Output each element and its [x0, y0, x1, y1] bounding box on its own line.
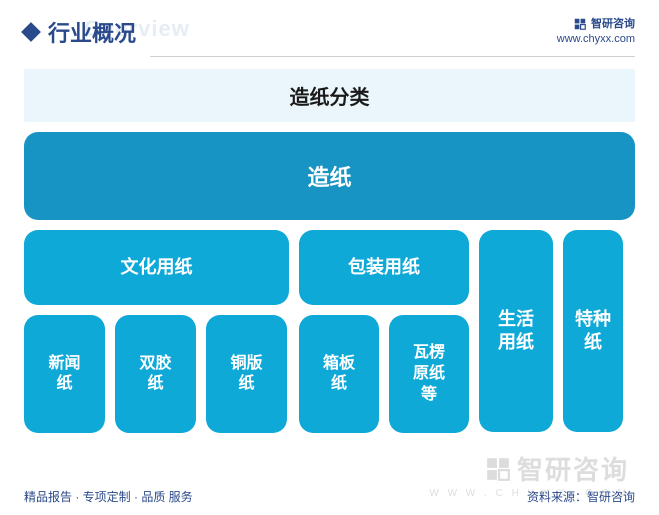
group-0-label: 文化用纸: [24, 230, 289, 305]
footer-left: 精品报告 · 专项定制 · 品质 服务: [24, 488, 193, 505]
diagram: 造纸分类 造纸 文化用纸 新闻 纸 双胶 纸 铜版 纸 包装用纸 箱板 纸 瓦楞…: [0, 57, 659, 433]
header: 行业概况 Overview 智研咨询 www.chyxx.com: [0, 0, 659, 56]
page-title-cn: 行业概况: [48, 16, 136, 48]
group-1: 包装用纸 箱板 纸 瓦楞 原纸 等: [299, 230, 469, 433]
tall-1: 特种 纸: [563, 230, 623, 432]
leaf-0-1: 双胶 纸: [115, 315, 196, 433]
brand-name: 智研咨询: [557, 17, 635, 32]
group-0: 文化用纸 新闻 纸 双胶 纸 铜版 纸: [24, 230, 289, 433]
leaf-0-2: 铜版 纸: [206, 315, 287, 433]
leaf-0-0: 新闻 纸: [24, 315, 105, 433]
category-title: 造纸分类: [24, 69, 635, 122]
watermark-icon: [485, 456, 511, 482]
level2-row: 文化用纸 新闻 纸 双胶 纸 铜版 纸 包装用纸 箱板 纸 瓦楞 原纸 等 生活…: [24, 230, 635, 433]
brand-icon: [573, 17, 587, 31]
header-left: 行业概况 Overview: [24, 16, 136, 48]
footer: 精品报告 · 专项定制 · 品质 服务 资料来源：智研咨询: [0, 480, 659, 515]
footer-right: 资料来源：智研咨询: [527, 488, 635, 505]
brand-url: www.chyxx.com: [557, 32, 635, 47]
leaf-1-0: 箱板 纸: [299, 315, 379, 433]
header-right: 智研咨询 www.chyxx.com: [557, 17, 635, 48]
diamond-icon: [21, 22, 41, 42]
tall-0: 生活 用纸: [479, 230, 553, 432]
root-node: 造纸: [24, 132, 635, 220]
tall-0-col: 生活 用纸: [479, 230, 553, 433]
group-0-children: 新闻 纸 双胶 纸 铜版 纸: [24, 315, 289, 433]
tall-1-col: 特种 纸: [563, 230, 623, 433]
group-1-label: 包装用纸: [299, 230, 469, 305]
group-1-children: 箱板 纸 瓦楞 原纸 等: [299, 315, 469, 433]
leaf-1-1: 瓦楞 原纸 等: [389, 315, 469, 433]
brand-text: 智研咨询: [591, 17, 635, 32]
